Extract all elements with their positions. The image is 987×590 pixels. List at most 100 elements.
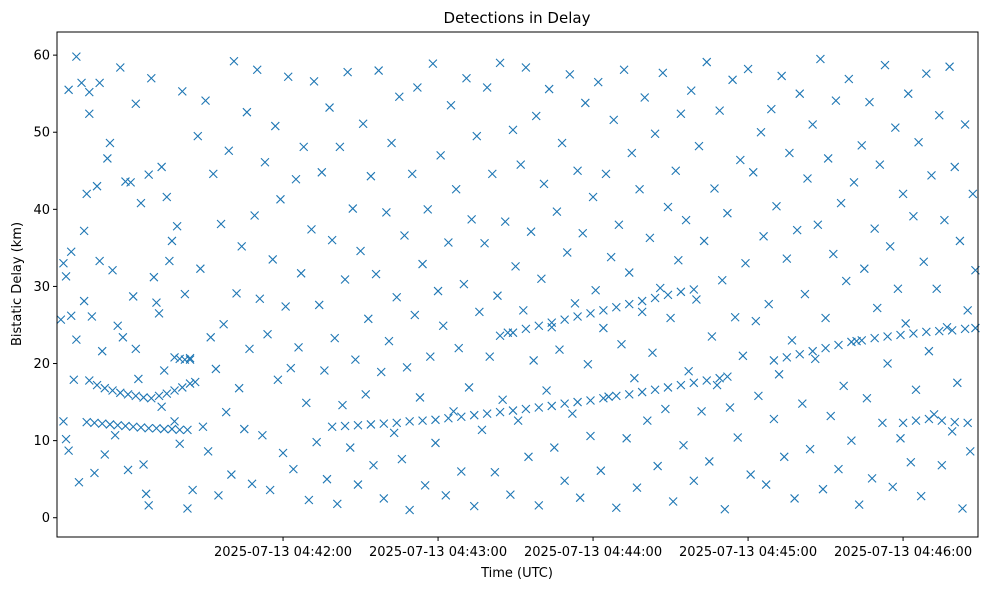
data-point	[852, 336, 861, 346]
data-point	[952, 378, 962, 388]
data-point	[69, 375, 79, 385]
data-point	[679, 440, 688, 450]
data-point	[105, 138, 115, 148]
data-point	[307, 224, 316, 234]
axes-frame	[56, 31, 979, 538]
data-point	[358, 119, 368, 129]
y-tick-label: 40	[33, 203, 50, 218]
data-point	[766, 104, 776, 114]
data-point	[950, 162, 960, 172]
data-point	[90, 468, 99, 478]
data-point	[495, 331, 505, 341]
data-point	[573, 312, 582, 321]
data-point	[779, 452, 789, 462]
data-point	[547, 322, 557, 332]
data-point	[689, 476, 699, 486]
data-point	[498, 395, 508, 405]
data-point	[963, 305, 973, 315]
data-point	[299, 142, 309, 152]
data-point	[296, 268, 306, 278]
data-point	[431, 415, 440, 425]
data-point	[332, 499, 342, 509]
data-point	[723, 372, 732, 382]
data-point	[754, 391, 763, 401]
data-point	[689, 378, 699, 388]
data-point	[446, 100, 456, 110]
data-point	[175, 439, 185, 449]
data-point	[596, 466, 606, 476]
data-point	[715, 373, 725, 383]
x-tick-label: 2025-07-13 04:44:00	[524, 545, 662, 560]
data-point	[384, 336, 394, 346]
data-point	[911, 385, 921, 395]
data-point	[157, 402, 167, 412]
y-axis-label: Bistatic Delay (km)	[10, 222, 25, 346]
data-point	[371, 269, 381, 279]
data-point	[880, 60, 890, 70]
data-point	[159, 424, 169, 434]
data-point	[389, 428, 399, 438]
data-point	[250, 211, 260, 220]
data-point	[508, 406, 518, 415]
data-point	[537, 274, 546, 284]
data-point	[376, 367, 386, 377]
data-point	[909, 211, 918, 221]
data-point	[100, 383, 110, 393]
data-point	[950, 417, 960, 427]
data-point	[542, 386, 551, 395]
data-point	[100, 450, 110, 459]
data-point	[469, 410, 479, 420]
data-point	[219, 319, 229, 329]
data-point	[193, 131, 203, 141]
data-point	[911, 416, 921, 425]
data-point	[338, 400, 347, 410]
data-point	[909, 329, 918, 338]
data-point	[694, 141, 704, 151]
data-point	[568, 409, 577, 419]
data-point	[921, 327, 931, 337]
data-point	[712, 380, 722, 390]
data-point	[312, 437, 322, 447]
data-point	[611, 302, 621, 312]
data-point	[903, 89, 913, 99]
data-point	[560, 476, 570, 486]
data-point	[934, 110, 944, 120]
data-point	[123, 389, 133, 399]
data-point	[601, 169, 611, 179]
data-point	[927, 171, 936, 180]
data-point	[144, 170, 154, 180]
data-point	[544, 84, 554, 94]
data-point	[764, 299, 774, 309]
data-point	[436, 150, 446, 160]
data-point	[185, 379, 195, 388]
data-point	[495, 407, 505, 417]
data-point	[531, 111, 541, 121]
data-point	[637, 307, 647, 317]
data-point	[627, 148, 637, 158]
data-point	[420, 480, 430, 490]
data-point	[681, 215, 691, 225]
data-point	[658, 68, 668, 78]
y-axis: 0 10 20 30 40 50 60	[33, 49, 57, 526]
data-point	[676, 109, 686, 119]
data-point	[839, 381, 849, 391]
data-point	[59, 258, 68, 268]
data-point	[896, 433, 905, 443]
data-point	[883, 332, 892, 341]
data-point	[451, 184, 461, 194]
data-point	[92, 380, 102, 390]
data-point	[689, 285, 699, 294]
data-point	[113, 321, 123, 331]
data-point	[136, 198, 146, 208]
data-point	[521, 63, 531, 72]
data-point	[524, 452, 533, 462]
data-point	[772, 201, 781, 211]
data-point	[469, 501, 479, 511]
data-point	[188, 485, 198, 495]
data-point	[624, 389, 634, 399]
x-tick-label: 2025-07-13 04:45:00	[679, 545, 817, 560]
data-point	[668, 497, 678, 506]
data-point	[185, 355, 195, 365]
data-point	[79, 226, 89, 236]
data-point	[183, 425, 192, 435]
